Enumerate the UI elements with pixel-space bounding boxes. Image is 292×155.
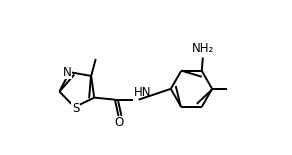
Text: O: O [114, 116, 124, 129]
Text: HN: HN [134, 86, 152, 99]
Text: N: N [63, 66, 72, 79]
Text: NH₂: NH₂ [192, 42, 214, 55]
Text: S: S [72, 102, 79, 115]
